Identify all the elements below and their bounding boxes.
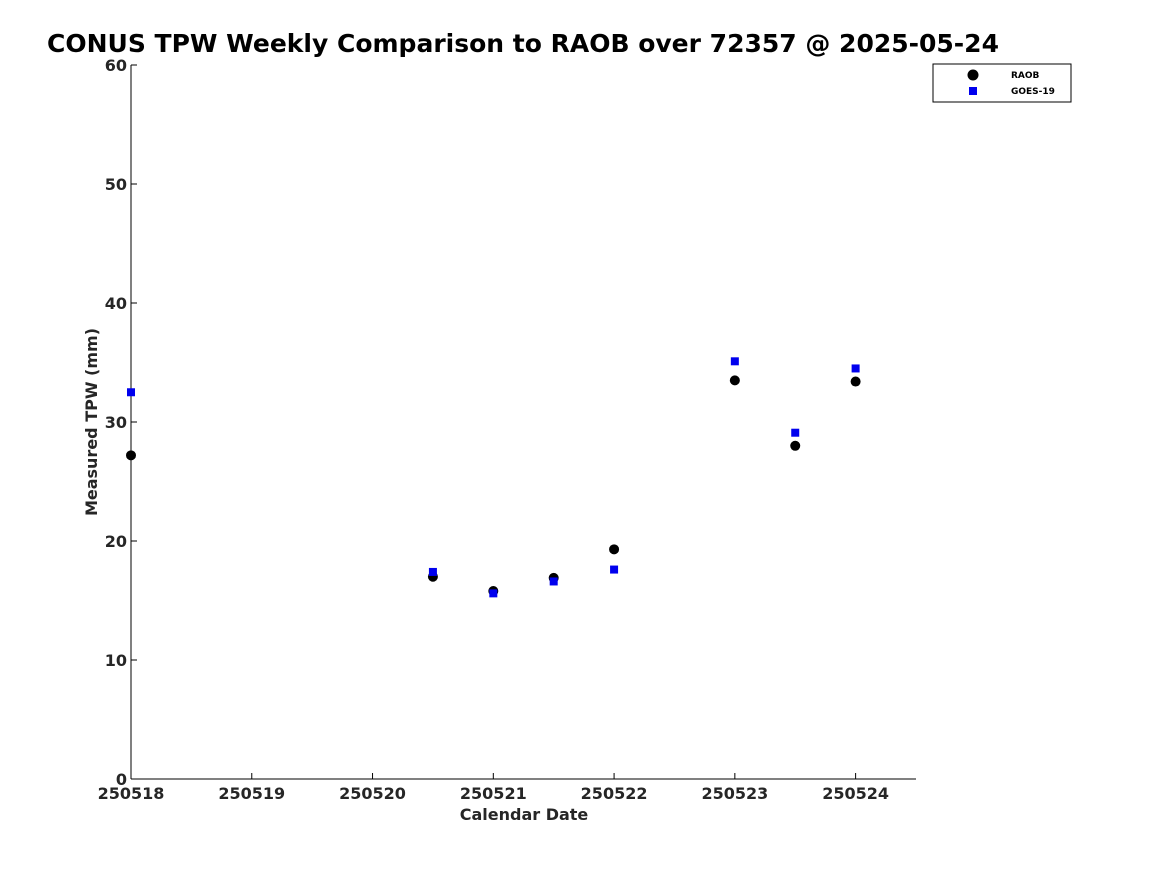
y-ticks: 0 10 20 30 40 50 60 [105,56,137,789]
x-tick-label: 250524 [822,784,889,803]
y-tick-label: 50 [105,175,127,194]
goes-19-point [127,388,135,397]
goes-19-point [428,567,437,576]
y-tick-label: 30 [105,413,127,432]
raob-point [126,450,136,461]
y-tick-label: 60 [105,56,127,75]
goes-19-point [730,357,739,366]
legend: RAOB GOES-19 [932,63,1072,103]
goes-19-point [549,577,558,586]
goes-19-point [610,565,619,574]
chart-title: CONUS TPW Weekly Comparison to RAOB over… [47,29,999,58]
y-tick-label: 20 [105,532,127,551]
series-points [126,357,861,598]
x-tick-label: 250519 [218,784,285,803]
x-tick-label: 250523 [701,784,768,803]
y-tick-label: 10 [105,651,127,670]
x-axis-label: Calendar Date [460,805,589,824]
legend-goes-marker [969,87,977,95]
axes [130,65,916,780]
goes-19-point [851,364,860,373]
goes-19-point [791,428,800,437]
x-ticks: 250518 250519 250520 250521 250522 250523 2505… [98,773,889,803]
y-tick-label: 40 [105,294,127,313]
raob-point [850,376,861,387]
x-tick-label: 250520 [339,784,406,803]
legend-raob-label: RAOB [1011,71,1040,81]
y-tick-label: 0 [116,770,127,789]
legend-raob-marker [967,69,979,81]
raob-point [790,440,801,451]
raob-point [609,544,620,555]
x-tick-label: 250518 [98,784,165,803]
legend-goes-label: GOES-19 [1011,87,1055,97]
raob-point [729,375,740,386]
x-tick-label: 250521 [460,784,527,803]
y-axis-label: Measured TPW (mm) [82,328,101,516]
x-tick-label: 250522 [581,784,648,803]
legend-box [932,63,1072,103]
goes-19-point [489,589,498,598]
